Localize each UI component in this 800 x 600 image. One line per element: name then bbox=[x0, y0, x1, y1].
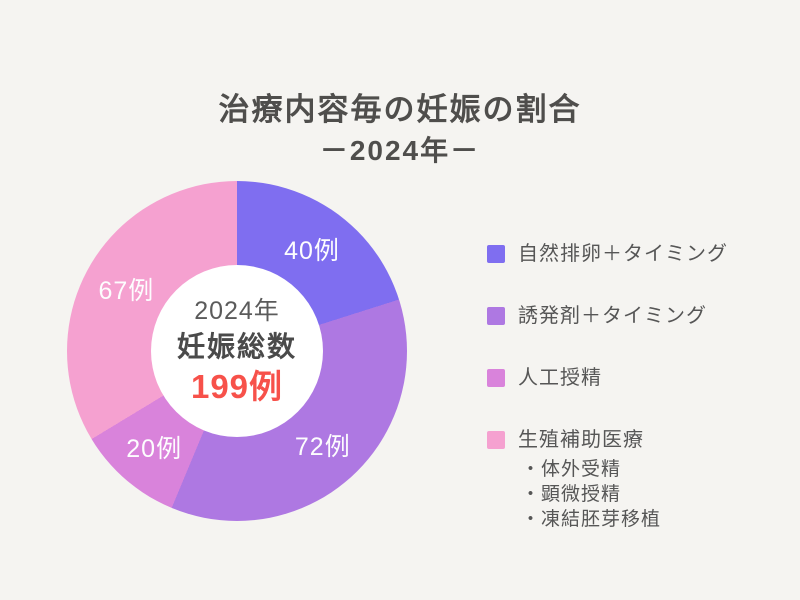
legend-texts: 人工授精 bbox=[518, 366, 602, 390]
legend-texts: 生殖補助医療 ・体外受精・顕微授精・凍結胚芽移植 bbox=[518, 428, 661, 532]
legend-swatch bbox=[487, 307, 505, 325]
page-title: 治療内容毎の妊娠の割合 bbox=[218, 92, 582, 127]
legend-swatch bbox=[487, 431, 505, 449]
legend-sub-item: ・顕微授精 bbox=[521, 484, 622, 505]
legend: 自然排卵＋タイミング 誘発剤＋タイミング 人工授精生殖補助医療 ・体外受精・顕微授精・… bbox=[487, 242, 728, 570]
legend-label: 誘発剤＋タイミング bbox=[518, 305, 707, 327]
slice-value-label: 67例 bbox=[98, 276, 155, 305]
slice-value-label: 72例 bbox=[294, 432, 351, 461]
legend-item: 誘発剤＋タイミング bbox=[487, 304, 728, 328]
page-subtitle: －2024年－ bbox=[319, 135, 481, 166]
legend-item: 生殖補助医療 ・体外受精・顕微授精・凍結胚芽移植 bbox=[487, 428, 728, 532]
donut-chart: 2024年 妊娠総数 199例 40例 72例 20例 67例 bbox=[67, 181, 407, 521]
legend-sub-item: ・体外受精 bbox=[521, 459, 622, 480]
legend-item: 自然排卵＋タイミング bbox=[487, 242, 728, 266]
legend-label: 自然排卵＋タイミング bbox=[518, 243, 728, 265]
legend-sub-item: ・凍結胚芽移植 bbox=[521, 509, 662, 530]
donut-center: 2024年 妊娠総数 199例 bbox=[151, 265, 323, 437]
legend-texts: 誘発剤＋タイミング bbox=[518, 304, 707, 328]
legend-label: 人工授精 bbox=[518, 367, 602, 389]
center-caption: 妊娠総数 bbox=[176, 331, 297, 362]
legend-label: 生殖補助医療 bbox=[518, 429, 644, 451]
center-total: 199例 bbox=[190, 368, 284, 405]
legend-item: 人工授精 bbox=[487, 366, 728, 390]
center-year: 2024年 bbox=[194, 297, 280, 325]
legend-texts: 自然排卵＋タイミング bbox=[518, 242, 728, 266]
legend-swatch bbox=[487, 369, 505, 387]
slice-value-label: 40例 bbox=[284, 236, 340, 265]
legend-swatch bbox=[487, 245, 505, 263]
slice-value-label: 20例 bbox=[126, 435, 183, 464]
